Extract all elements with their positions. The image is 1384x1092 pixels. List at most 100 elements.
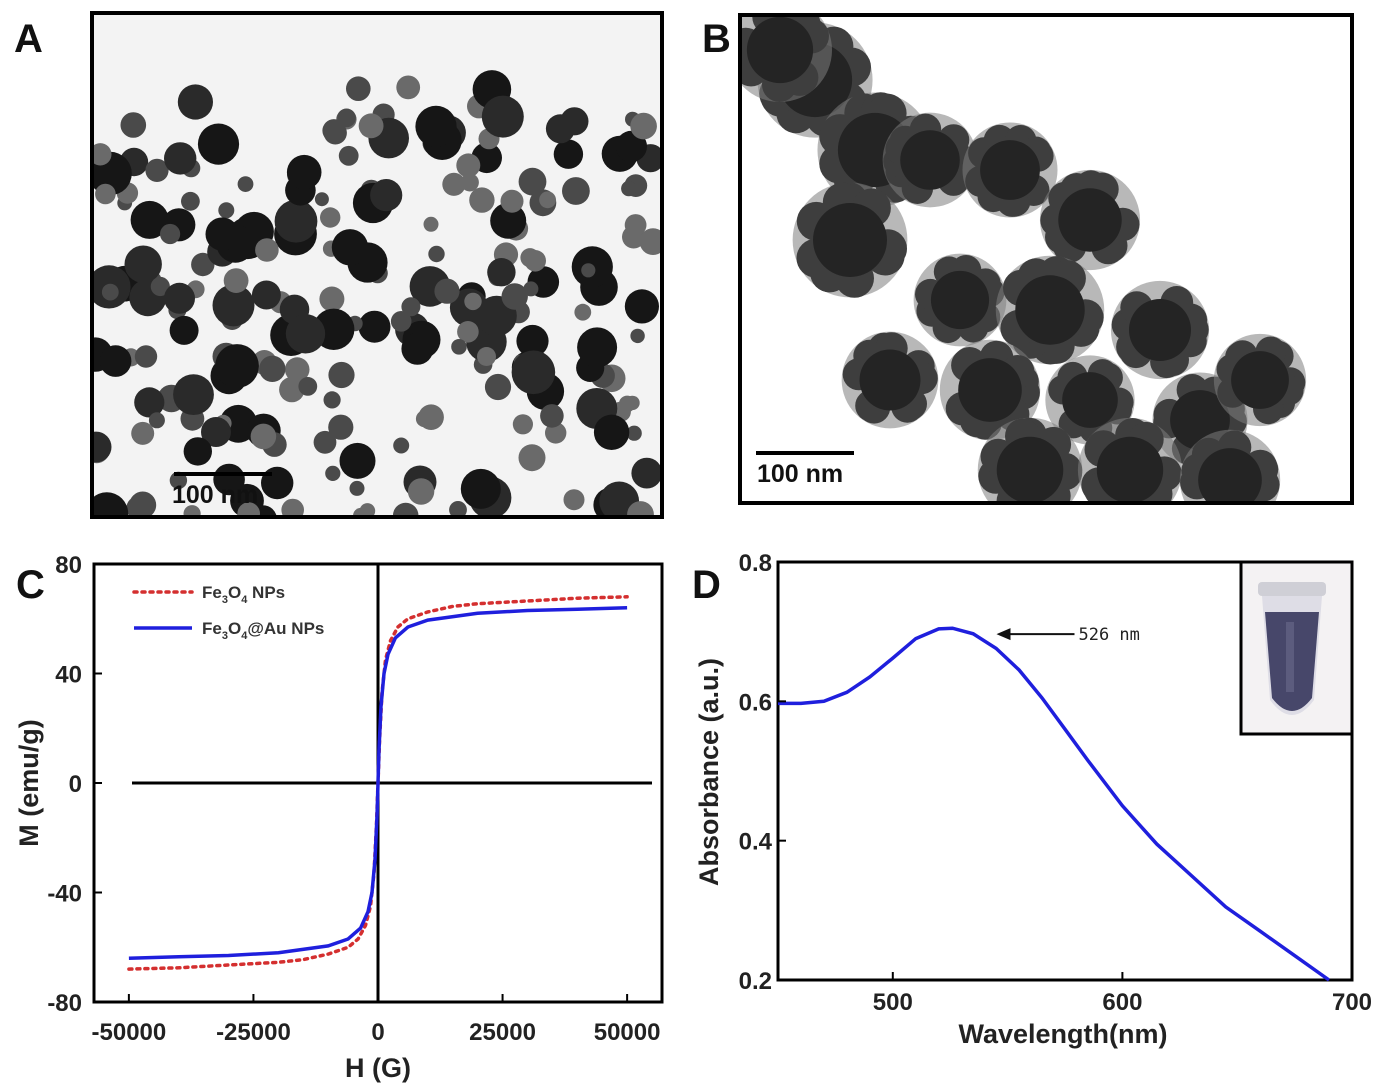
panel-d-series-absorbance [778,626,1331,982]
nanoparticle [593,414,630,450]
nanoparticle [169,471,188,490]
nanoparticle [237,176,254,193]
nanoparticle [145,158,169,182]
nanoparticle [177,84,213,120]
nanoflower-core [930,270,990,330]
panel-c-x-tick-label: -25000 [216,1019,291,1046]
panel-c-letter: C [16,563,45,607]
nanoparticle [349,480,365,496]
nanoparticle [562,177,590,205]
nanoparticle [101,283,119,301]
nanoparticle [215,344,259,388]
nanoparticle [456,153,481,178]
nanoparticle [423,216,439,232]
panel-c-x-axis-ticks: -50000 -25000 0 25000 50000 [92,994,661,1046]
nanoparticle [251,280,281,310]
nanoparticle [250,423,277,450]
panel-d-y-tick-label: 0.8 [739,550,772,577]
nanoparticle [160,223,181,245]
panel-c-x-tick-label: 25000 [469,1019,536,1046]
nanoparticle [393,437,410,454]
nanoparticle [92,492,129,517]
nanoparticle [223,268,249,293]
nanoparticle [501,283,528,310]
nanoparticle [401,332,434,365]
nanoparticle [624,289,660,324]
nanoparticle [120,112,147,138]
nanoparticle [92,143,112,166]
nanoparticle [500,189,524,213]
nanoparticle [540,404,564,428]
nanoparticle [286,154,322,190]
nanoflower-core [813,203,887,277]
nanoflower-core [996,436,1064,503]
panel-d-y-tick-label: 0.6 [739,689,772,716]
nanoparticle [339,442,376,479]
nanoparticle [442,172,466,196]
nanoparticle [477,347,496,366]
nanoparticle [451,339,467,355]
nanoparticle [129,491,157,517]
nanoflower-core [1015,275,1085,345]
nanoparticle [279,376,305,403]
nanoparticle [274,199,318,243]
nanoparticle [131,421,155,445]
panel-c-y-tick-label: -40 [47,881,82,908]
nanoparticle [630,112,657,140]
nanoparticle [396,75,421,100]
panel-b-tem-image: 100 nm [738,13,1354,505]
nanoparticle [401,297,421,317]
nanoparticle [581,263,596,278]
nanoparticle [434,278,460,304]
nanoparticle [213,463,245,496]
nanoflower-core [1096,436,1164,503]
legend-label-fe3o4-au: Fe3O4@Au NPs [202,619,324,642]
nanoparticle [284,357,310,382]
nanoparticle [325,465,341,481]
nanoparticle [298,377,318,396]
nanoparticle [621,180,637,197]
panel-d-y-tick-label: 0.2 [739,968,772,995]
nanoparticle [460,468,501,509]
panel-c-x-axis-label: H (G) [345,1053,411,1083]
nanoparticle [201,417,231,447]
nanoflower-core [1062,372,1118,428]
nanoparticle [205,217,239,251]
nanoparticle [99,345,132,377]
nanoparticle [281,498,304,517]
panel-b-frame [738,13,1354,505]
nanoparticle [328,361,355,389]
panel-c-y-axis-label: M (emu/g) [14,719,44,847]
panel-a-tem-image: 100 nm [90,11,664,519]
nanoparticle [618,395,636,413]
nanoparticle [639,228,662,255]
panel-c-y-tick-label: -80 [47,990,82,1017]
nanoparticle [563,489,585,511]
nanoparticle [407,478,435,505]
nanoflower-core [1231,351,1289,409]
panel-c-y-tick-label: 40 [55,662,82,689]
nanoparticle [627,501,654,517]
panel-b-particles [740,15,1307,503]
nanoparticle [511,350,556,395]
panel-c-x-tick-label: 50000 [594,1019,661,1046]
legend-label-fe3o4: Fe3O4 NPs [202,583,285,606]
panel-a-scale-label: 100 nm [172,481,258,509]
panel-d-y-axis-label: Absorbance (a.u.) [694,658,724,886]
panel-c-x-tick-label: 0 [371,1019,384,1046]
panel-c-x-tick-label: -50000 [92,1019,167,1046]
nanoparticle [524,249,546,272]
nanoparticle [415,105,457,147]
nanoparticle [130,200,169,239]
nanoparticle [313,430,337,454]
nanoparticle [346,76,371,101]
nanoparticle [624,214,647,236]
nanoparticle [164,282,195,314]
panel-c-series-fe3o4-au [128,606,628,960]
nanoparticle [390,311,412,332]
nanoparticle [418,404,444,431]
panel-d-absorbance-chart: 500 600 700 0.2 0.4 0.6 0.8 Wavelength(nm) Ab… [694,550,1372,1049]
nanoparticle [148,412,165,429]
vial-highlight [1286,622,1294,692]
